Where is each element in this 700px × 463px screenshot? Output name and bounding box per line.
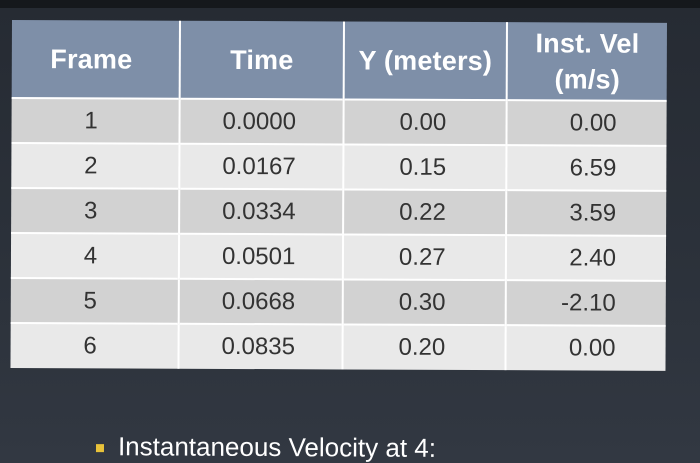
column-header-inst-vel-text: Inst. Vel (m/s) — [535, 27, 640, 95]
cell-time: 0.0167 — [179, 143, 344, 190]
presentation-slide: Frame Time Y (meters) Inst. Vel (m/s) 1 … — [0, 8, 700, 463]
cell-frame: 1 — [11, 97, 180, 144]
column-header-frame: Frame — [11, 20, 180, 99]
bullet-square-icon — [95, 443, 105, 452]
cell-velocity: 6.59 — [506, 145, 667, 191]
cell-time: 0.0334 — [179, 188, 344, 235]
cell-velocity: -2.10 — [505, 280, 666, 326]
table-row: 4 0.0501 0.27 2.40 — [10, 232, 667, 281]
table-row: 2 0.0167 0.15 6.59 — [11, 142, 667, 191]
column-header-time: Time — [179, 20, 344, 100]
cell-time: 0.0668 — [178, 278, 343, 325]
cell-frame: 5 — [10, 277, 179, 324]
cell-velocity: 0.00 — [506, 100, 667, 146]
cell-frame: 4 — [10, 232, 180, 279]
table-header-row: Frame Time Y (meters) Inst. Vel (m/s) — [11, 20, 667, 101]
cell-y: 0.15 — [343, 144, 507, 191]
table-row: 5 0.0668 0.30 -2.10 — [10, 277, 666, 326]
bullet-text: Instantaneous Velocity at 4: — [117, 431, 437, 463]
bullet-point: Instantaneous Velocity at 4: — [95, 431, 437, 463]
cell-frame: 3 — [11, 187, 180, 234]
cell-frame: 6 — [10, 322, 179, 369]
cell-time: 0.0835 — [178, 323, 343, 370]
cell-y: 0.30 — [342, 279, 506, 326]
table-row: 3 0.0334 0.22 3.59 — [11, 187, 667, 236]
cell-time: 0.0501 — [178, 233, 344, 280]
data-table: Frame Time Y (meters) Inst. Vel (m/s) 1 … — [10, 20, 667, 371]
cell-y: 0.00 — [343, 99, 507, 146]
table-row: 6 0.0835 0.20 0.00 — [10, 322, 666, 371]
cell-velocity: 2.40 — [505, 235, 667, 281]
cell-time: 0.0000 — [179, 98, 344, 145]
cell-y: 0.20 — [342, 324, 506, 371]
cell-velocity: 3.59 — [506, 190, 667, 236]
column-header-y-meters: Y (meters) — [343, 21, 507, 101]
cell-y: 0.22 — [343, 189, 507, 236]
cell-velocity: 0.00 — [505, 325, 666, 371]
cell-y: 0.27 — [342, 234, 507, 281]
cell-frame: 2 — [11, 142, 180, 189]
column-header-inst-vel: Inst. Vel (m/s) — [506, 22, 667, 101]
table-row: 1 0.0000 0.00 0.00 — [11, 97, 667, 146]
